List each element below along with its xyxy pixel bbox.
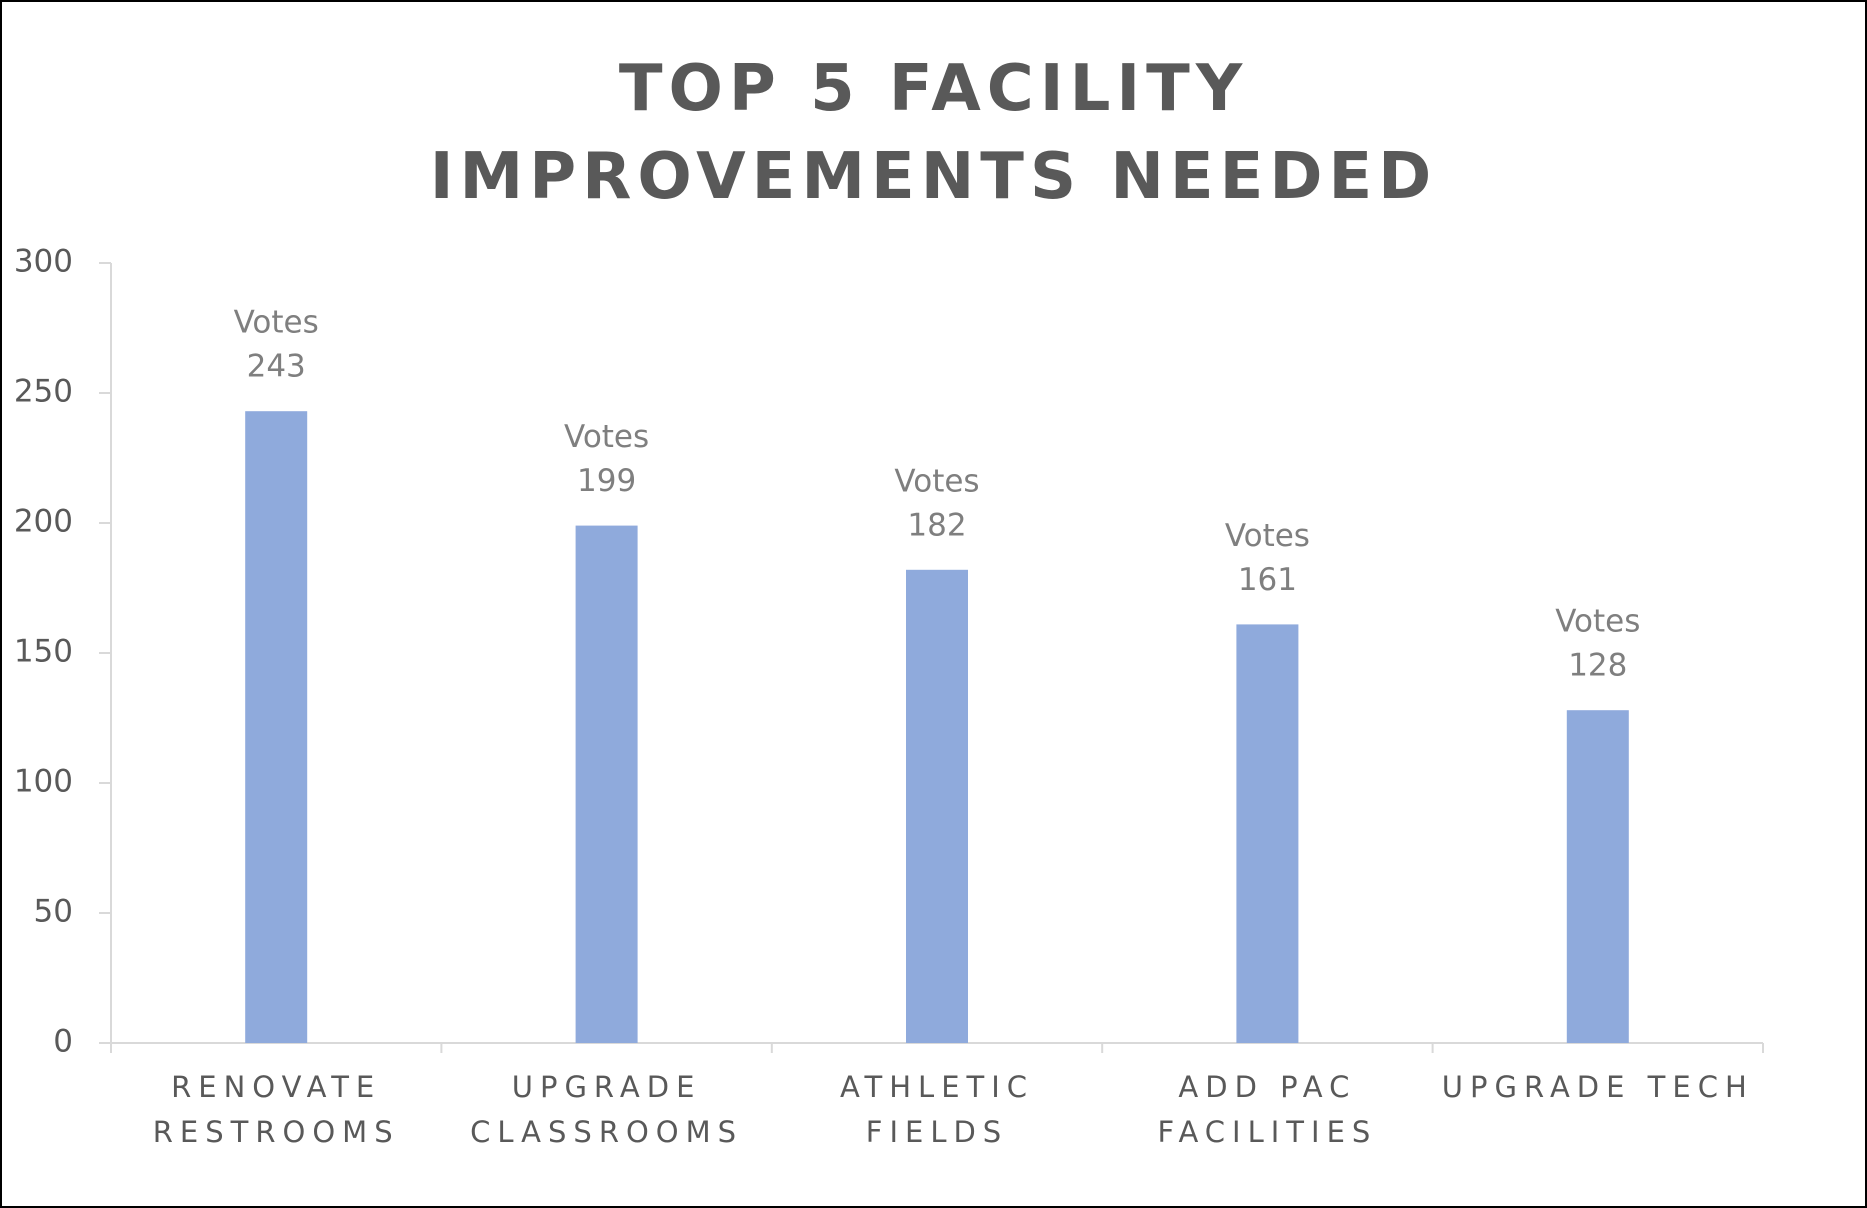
bar bbox=[1566, 710, 1629, 1043]
y-tick-label: 300 bbox=[14, 244, 73, 280]
bar bbox=[575, 525, 638, 1043]
y-tick-label: 200 bbox=[14, 504, 73, 540]
data-label: 243 bbox=[247, 349, 306, 385]
y-tick-label: 150 bbox=[14, 634, 73, 670]
x-tick-label: UPGRADE CLASSROOMS bbox=[470, 1070, 744, 1149]
bar bbox=[906, 569, 968, 1043]
y-tick-label: 50 bbox=[34, 894, 73, 930]
y-tick-label: 250 bbox=[14, 374, 73, 410]
y-tick-label: 100 bbox=[14, 764, 73, 800]
data-label: 161 bbox=[1238, 562, 1297, 598]
chart-title: TOP 5 FACILITY IMPROVEMENTS NEEDED bbox=[429, 52, 1438, 214]
data-label-name: Votes bbox=[234, 305, 319, 341]
data-label: 182 bbox=[907, 507, 966, 543]
data-label-name: Votes bbox=[1555, 604, 1640, 640]
x-tick-label: UPGRADE TECH bbox=[1441, 1070, 1754, 1104]
data-label: 199 bbox=[577, 463, 636, 499]
y-tick-label: 0 bbox=[53, 1024, 73, 1060]
x-tick-label: ADD PAC FACILITIES bbox=[1157, 1070, 1378, 1149]
bar bbox=[1236, 624, 1299, 1043]
data-label-name: Votes bbox=[564, 419, 649, 455]
data-label-name: Votes bbox=[894, 463, 979, 499]
data-label-name: Votes bbox=[1225, 518, 1310, 554]
x-tick-label: RENOVATE RESTROOMS bbox=[152, 1070, 400, 1149]
data-label: 128 bbox=[1568, 648, 1627, 684]
x-tick-label: ATHLETIC FIELDS bbox=[839, 1070, 1035, 1149]
bar bbox=[245, 411, 308, 1043]
